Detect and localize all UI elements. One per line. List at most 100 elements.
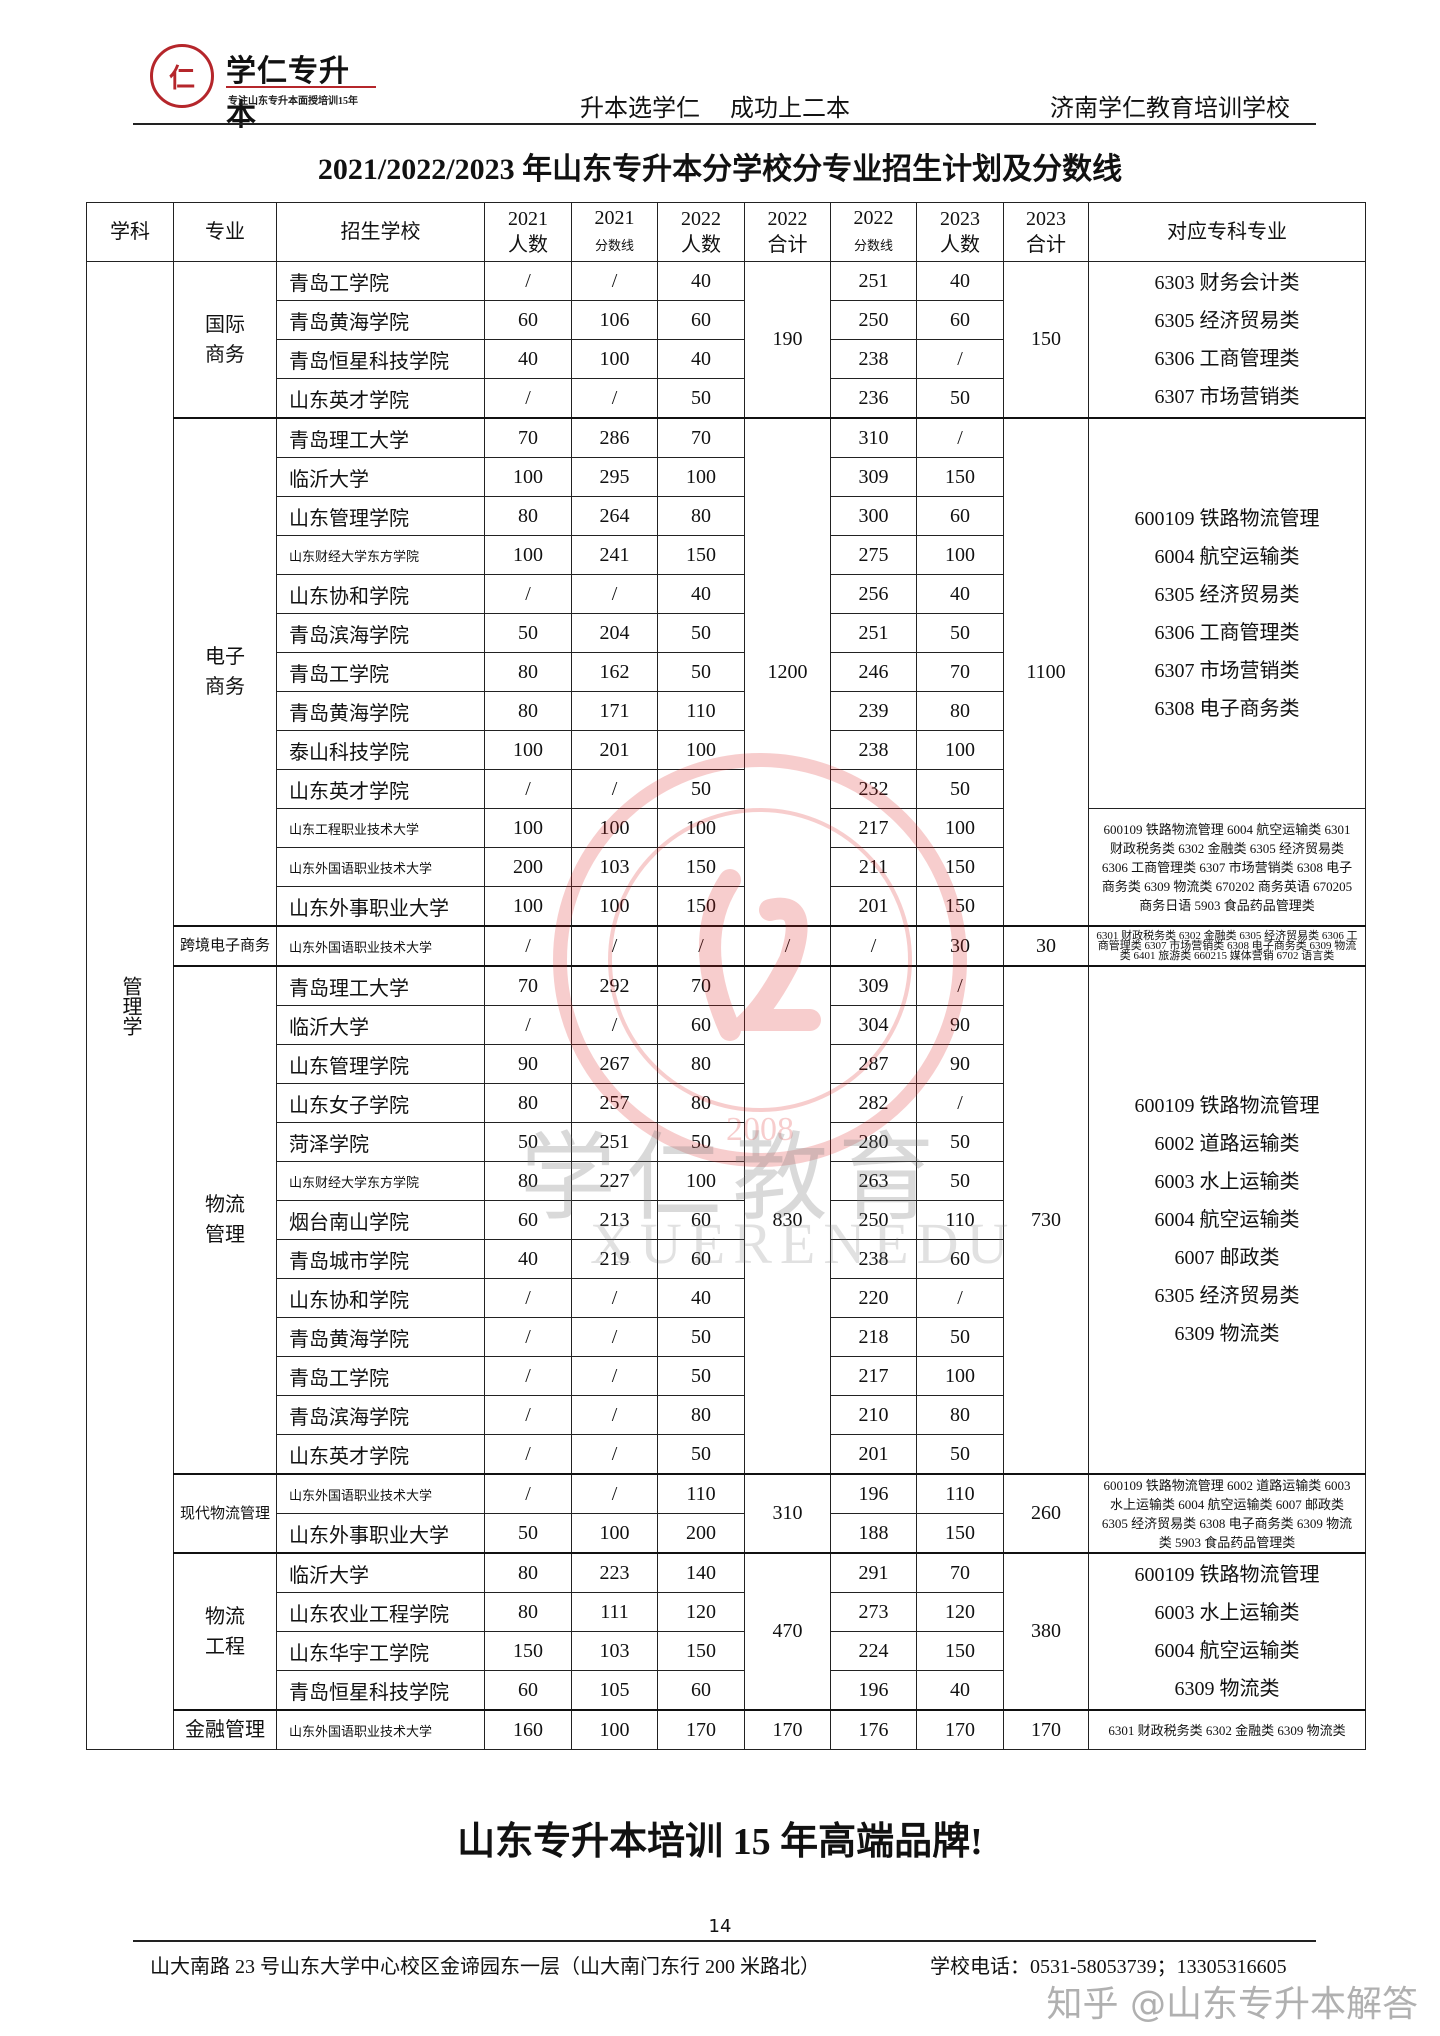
s2021-cell: 171: [571, 691, 658, 731]
table-row: 电子商务 青岛理工大学 70 286 70 1200 310/1100 600109 铁路物流…: [87, 417, 1366, 927]
s2021-cell: 219: [571, 1239, 658, 1279]
s2021-cell: /: [571, 769, 658, 809]
major-cell: 金融管理: [173, 1709, 277, 1750]
table-row: 青岛滨海学院 //80 210 80: [87, 1395, 1366, 1435]
table-row: 山东协和学院 //40 220/: [87, 1278, 1366, 1318]
school-cell: 青岛理工大学: [276, 417, 485, 458]
s2022-cell: 280: [830, 1122, 917, 1162]
n2021-cell: /: [484, 1278, 572, 1318]
table-row: 青岛城市学院 40 219 60 238 60: [87, 1239, 1366, 1279]
n2023-cell: 110: [916, 1200, 1004, 1240]
n2022-cell: 100: [657, 730, 745, 770]
school-cell: 青岛滨海学院: [276, 1395, 485, 1435]
school-cell: 山东外事职业大学: [276, 1513, 485, 1554]
s2021-cell: 100: [571, 886, 658, 927]
subject-cell: 管理学: [86, 261, 174, 1750]
n2022-cell: 60: [657, 1200, 745, 1240]
n2021-cell: 50: [484, 1122, 572, 1162]
n2022-cell: 80: [657, 1083, 745, 1123]
table-row: 山东外事职业大学 100 100 150 201 150: [87, 886, 1366, 927]
s2022-cell: 196: [830, 1670, 917, 1711]
enrollment-table: 学科 专业 招生学校 2021 人数 2021 分数线 2022 人数 2022 合计 …: [86, 202, 1366, 1750]
n2021-cell: 50: [484, 1513, 572, 1554]
n2022-cell: 80: [657, 1395, 745, 1435]
n2021-cell: 100: [484, 886, 572, 927]
s2021-cell: 292: [571, 965, 658, 1006]
n2022-cell: 40: [657, 339, 745, 379]
n2023-cell: 50: [916, 378, 1004, 419]
majors-line: 6007 邮政类: [1174, 1247, 1280, 1269]
table-row: 山东英才学院 //50 201 50: [87, 1434, 1366, 1475]
s2022-cell: 256: [830, 574, 917, 614]
n2022-cell: 50: [657, 1122, 745, 1162]
total2022-cell: 1200: [744, 417, 831, 927]
s2022-cell: 250: [830, 1200, 917, 1240]
n2023-cell: 60: [916, 1239, 1004, 1279]
s2021-cell: 295: [571, 457, 658, 497]
majors-line: 600109 铁路物流管理: [1134, 1095, 1320, 1117]
majors-line: 600109 铁路物流管理: [1134, 507, 1320, 530]
n2023-cell: 50: [916, 769, 1004, 809]
table-row: 山东外国语职业技术大学 200 103 150 211 150: [87, 847, 1366, 887]
header-n2021: 2021 人数: [484, 202, 572, 262]
n2022-cell: 60: [657, 1670, 745, 1711]
total2022-cell: 470: [744, 1552, 831, 1711]
major-cell: 物流管理: [173, 965, 277, 1475]
n2022-cell: 40: [657, 261, 745, 301]
s2022-cell: 176: [830, 1709, 917, 1750]
total2023-cell: 170: [1003, 1709, 1089, 1750]
n2021-cell: 60: [484, 1200, 572, 1240]
s2022-cell: 309: [830, 965, 917, 1006]
school-cell: 山东农业工程学院: [276, 1592, 485, 1632]
header-subject: 学科: [86, 202, 174, 262]
n2023-cell: 100: [916, 730, 1004, 770]
table-row: 跨境电子商务 山东外国语职业技术大学 / / / //30 30 6301 财政税务类 630…: [87, 925, 1366, 967]
n2022-cell: 100: [657, 808, 745, 848]
s2021-cell: 251: [571, 1122, 658, 1162]
s2022-cell: 201: [830, 886, 917, 927]
majors-line: 6308 电子商务类: [1154, 697, 1300, 720]
table-row: 物流工程 临沂大学 80 223 140 470 291 70 380 600109 铁路物流管理…: [87, 1552, 1366, 1711]
total2023-cell: 30: [1003, 925, 1089, 967]
n2022-cell: 200: [657, 1513, 745, 1554]
school-cell: 山东英才学院: [276, 769, 485, 809]
school-cell: 青岛恒星科技学院: [276, 1670, 485, 1711]
n2023-cell: 150: [916, 886, 1004, 927]
n2021-cell: 60: [484, 300, 572, 340]
s2022-cell: 224: [830, 1631, 917, 1671]
n2023-cell: 150: [916, 457, 1004, 497]
s2021-cell: 264: [571, 496, 658, 536]
n2021-cell: /: [484, 1317, 572, 1357]
n2023-cell: 30: [916, 925, 1004, 967]
logo-tagline: 专注山东专升本面授培训15年: [228, 96, 358, 107]
n2022-cell: 50: [657, 1434, 745, 1475]
n2021-cell: 80: [484, 652, 572, 692]
table-row: 现代物流管理 山东外国语职业技术大学 //110 310 196 110 260 600109…: [87, 1473, 1366, 1554]
header-n2023: 2023 人数: [916, 202, 1004, 262]
n2023-cell: 50: [916, 1317, 1004, 1357]
s2021-cell: 257: [571, 1083, 658, 1123]
school-cell: 山东外事职业大学: [276, 886, 485, 927]
table-row: 山东外事职业大学 50 100 200 188 150: [87, 1513, 1366, 1554]
majors-line: 6305 经济贸易类: [1154, 1285, 1300, 1307]
majors-line: 6004 航空运输类: [1154, 1639, 1300, 1662]
n2021-cell: 80: [484, 1083, 572, 1123]
table-row: 山东农业工程学院 80 111 120 273 120: [87, 1592, 1366, 1632]
n2023-cell: 90: [916, 1005, 1004, 1045]
n2021-cell: /: [484, 1005, 572, 1045]
s2022-cell: 201: [830, 1434, 917, 1475]
n2022-cell: 50: [657, 652, 745, 692]
majors-line: 6309 物流类: [1174, 1323, 1280, 1345]
s2022-cell: 300: [830, 496, 917, 536]
n2023-cell: 110: [916, 1473, 1004, 1514]
n2023-cell: /: [916, 1083, 1004, 1123]
footer-divider: [133, 1940, 1316, 1942]
n2023-cell: 40: [916, 1670, 1004, 1711]
footer-address: 山大南路 23 号山东大学中心校区金谛园东一层（山大南门东行 200 米路北）: [150, 1956, 820, 1978]
n2021-cell: 70: [484, 417, 572, 458]
n2023-cell: 90: [916, 1044, 1004, 1084]
total2022-cell: 170: [744, 1709, 831, 1750]
page-number: 14: [708, 1916, 732, 1937]
majors-cell: 600109 铁路物流管理 6003 水上运输类 6004 航空运输类 6309 物流…: [1088, 1552, 1366, 1711]
s2022-cell: 217: [830, 1356, 917, 1396]
